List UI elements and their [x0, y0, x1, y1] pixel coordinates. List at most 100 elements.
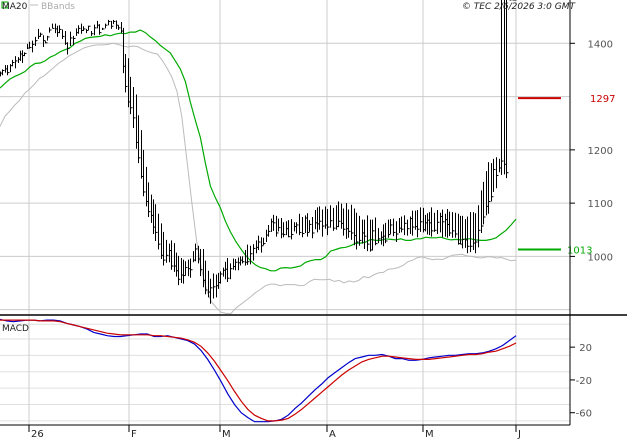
x-tick-label: J: [517, 429, 521, 440]
x-axis: 26 F M A M J: [28, 425, 521, 440]
price-bar: [283, 222, 286, 238]
price-bar: [319, 206, 322, 230]
price-bar: [449, 211, 452, 237]
macd-line-signal: [0, 319, 517, 422]
legend-label-bbands: BBands: [41, 2, 75, 12]
price-bar: [407, 219, 410, 236]
price-bar: [309, 220, 312, 232]
price-bar: [372, 219, 375, 251]
price-bar: [213, 273, 216, 299]
price-bar: [86, 28, 89, 34]
price-bar: [491, 163, 494, 202]
copyright-text: © TEC 2/6/2026 3:0 GMT: [462, 2, 577, 12]
price-bar: [91, 31, 94, 36]
price-bar: [333, 207, 336, 231]
price-bar: [49, 27, 52, 33]
price-bar: [166, 239, 169, 263]
price-bar: [88, 25, 91, 30]
legend-label-ma20: MA20: [2, 2, 28, 12]
price-bar: [493, 158, 496, 192]
series-line-bbands: [0, 42, 517, 314]
x-tick-label: A: [329, 429, 336, 440]
price-bar: [35, 36, 38, 46]
price-bar: [506, 0, 509, 179]
price-bar: [220, 271, 223, 284]
macd-y-tick-label: 20: [579, 343, 592, 354]
price-bar: [230, 263, 233, 280]
price-bar: [52, 23, 55, 29]
price-bar: [261, 237, 264, 253]
price-bar: [178, 255, 181, 286]
price-bars: [0, 0, 517, 304]
price-y-tick-label: 1100: [588, 199, 613, 210]
price-bar: [401, 216, 404, 233]
price-bar: [7, 65, 10, 76]
price-bar: [73, 35, 76, 46]
price-bar: [312, 216, 315, 239]
macd-panel-grid: [0, 316, 570, 425]
macd-line-macd: [0, 318, 517, 423]
price-bar: [15, 56, 18, 69]
price-bar: [227, 257, 230, 282]
price-bar: [29, 41, 32, 49]
price-bar: [378, 228, 381, 244]
price-bar: [2, 69, 5, 76]
price-bar: [102, 27, 105, 30]
price-bar: [195, 243, 198, 262]
legend-swatch-ma20: [1, 1, 9, 9]
price-bar: [302, 216, 305, 238]
price-bar: [158, 213, 161, 250]
price-bar: [148, 182, 151, 217]
price-bar: [385, 222, 388, 244]
price-bar: [62, 29, 65, 40]
series-line-ma20: [0, 29, 517, 272]
price-bar: [205, 260, 208, 295]
price-bar: [496, 157, 499, 189]
price-bar: [296, 222, 299, 234]
price-bar: [420, 207, 423, 232]
price-bar: [94, 24, 97, 36]
price-bar: [330, 205, 333, 228]
price-bar: [455, 212, 458, 238]
price-y-tick-label: 1000: [588, 252, 613, 263]
price-bar: [375, 217, 378, 246]
price-bar: [470, 212, 473, 253]
price-bar: [138, 115, 141, 164]
price-bar: [462, 215, 465, 249]
price-bar: [483, 181, 486, 225]
price-bar: [253, 244, 256, 261]
price-bar: [338, 201, 341, 228]
price-bar: [393, 218, 396, 237]
price-bar: [288, 220, 291, 238]
price-levels: 1297 1013: [518, 94, 615, 256]
price-bar: [475, 213, 478, 254]
price-bar: [348, 209, 351, 238]
price-bar: [155, 204, 158, 241]
price-bar: [263, 237, 266, 246]
price-bar: [412, 210, 415, 236]
price-bar: [210, 278, 213, 304]
price-bar: [118, 25, 121, 30]
price-bar: [163, 231, 166, 266]
price-bar: [417, 210, 420, 238]
price-bar: [431, 207, 434, 237]
price-bar: [47, 35, 50, 41]
price-bar: [125, 53, 128, 93]
x-tick-label: 26: [31, 429, 44, 440]
price-bar: [364, 219, 367, 249]
price-bar: [32, 40, 35, 53]
price-bar: [434, 212, 437, 232]
price-bar: [467, 216, 470, 254]
price-bar: [250, 245, 253, 265]
price-bar: [327, 208, 330, 236]
price-bar: [273, 214, 276, 231]
price-panel-grid: [0, 0, 570, 315]
price-bar: [133, 86, 136, 129]
price-bar: [235, 259, 238, 271]
price-bar: [113, 19, 116, 25]
price-bar: [190, 258, 193, 278]
price-bar: [276, 215, 279, 237]
price-bar: [478, 205, 481, 248]
price-bar: [356, 212, 359, 250]
price-bar: [105, 23, 108, 29]
